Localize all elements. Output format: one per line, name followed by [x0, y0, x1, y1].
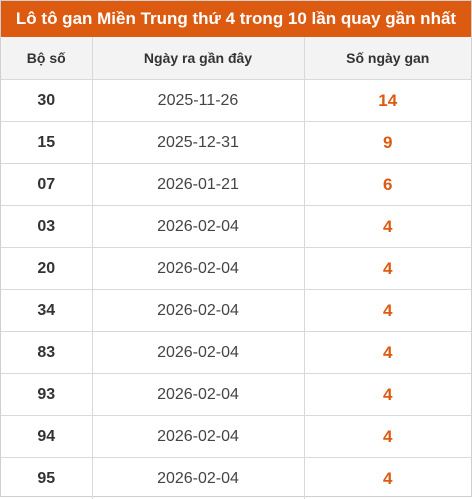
row-number: 15 [1, 122, 92, 164]
table-row: 20 2026-02-04 4 [1, 248, 471, 290]
column-header-days: Số ngày gan [304, 37, 471, 80]
column-header-number: Bộ số [1, 37, 92, 80]
table-row: 07 2026-01-21 6 [1, 164, 471, 206]
row-days: 4 [304, 248, 471, 290]
row-last-date: 2026-02-04 [92, 248, 304, 290]
row-last-date: 2026-02-04 [92, 458, 304, 499]
table-row: 34 2026-02-04 4 [1, 290, 471, 332]
table-body: 30 2025-11-26 14 15 2025-12-31 9 07 2026… [1, 80, 471, 499]
row-days: 4 [304, 206, 471, 248]
row-number: 07 [1, 164, 92, 206]
column-header-last-date: Ngày ra gần đây [92, 37, 304, 80]
table-row: 94 2026-02-04 4 [1, 416, 471, 458]
row-days: 9 [304, 122, 471, 164]
lo-gan-table: Bộ số Ngày ra gần đây Số ngày gan 30 202… [1, 37, 471, 499]
header-row: Bộ số Ngày ra gần đây Số ngày gan [1, 37, 471, 80]
row-days: 4 [304, 332, 471, 374]
row-last-date: 2026-02-04 [92, 416, 304, 458]
table-title: Lô tô gan Miền Trung thứ 4 trong 10 lần … [1, 1, 471, 37]
row-number: 20 [1, 248, 92, 290]
table-row: 30 2025-11-26 14 [1, 80, 471, 122]
row-number: 93 [1, 374, 92, 416]
row-number: 83 [1, 332, 92, 374]
table-row: 95 2026-02-04 4 [1, 458, 471, 499]
row-number: 95 [1, 458, 92, 499]
row-days: 4 [304, 458, 471, 499]
row-last-date: 2026-02-04 [92, 206, 304, 248]
row-last-date: 2025-12-31 [92, 122, 304, 164]
row-number: 34 [1, 290, 92, 332]
row-number: 30 [1, 80, 92, 122]
table-row: 83 2026-02-04 4 [1, 332, 471, 374]
table-row: 93 2026-02-04 4 [1, 374, 471, 416]
row-days: 4 [304, 290, 471, 332]
row-last-date: 2026-02-04 [92, 374, 304, 416]
row-last-date: 2026-02-04 [92, 290, 304, 332]
table-row: 03 2026-02-04 4 [1, 206, 471, 248]
table-header: Bộ số Ngày ra gần đây Số ngày gan [1, 37, 471, 80]
row-last-date: 2026-01-21 [92, 164, 304, 206]
row-number: 03 [1, 206, 92, 248]
row-days: 4 [304, 374, 471, 416]
row-days: 14 [304, 80, 471, 122]
row-days: 6 [304, 164, 471, 206]
row-number: 94 [1, 416, 92, 458]
row-last-date: 2026-02-04 [92, 332, 304, 374]
row-last-date: 2025-11-26 [92, 80, 304, 122]
table-row: 15 2025-12-31 9 [1, 122, 471, 164]
row-days: 4 [304, 416, 471, 458]
